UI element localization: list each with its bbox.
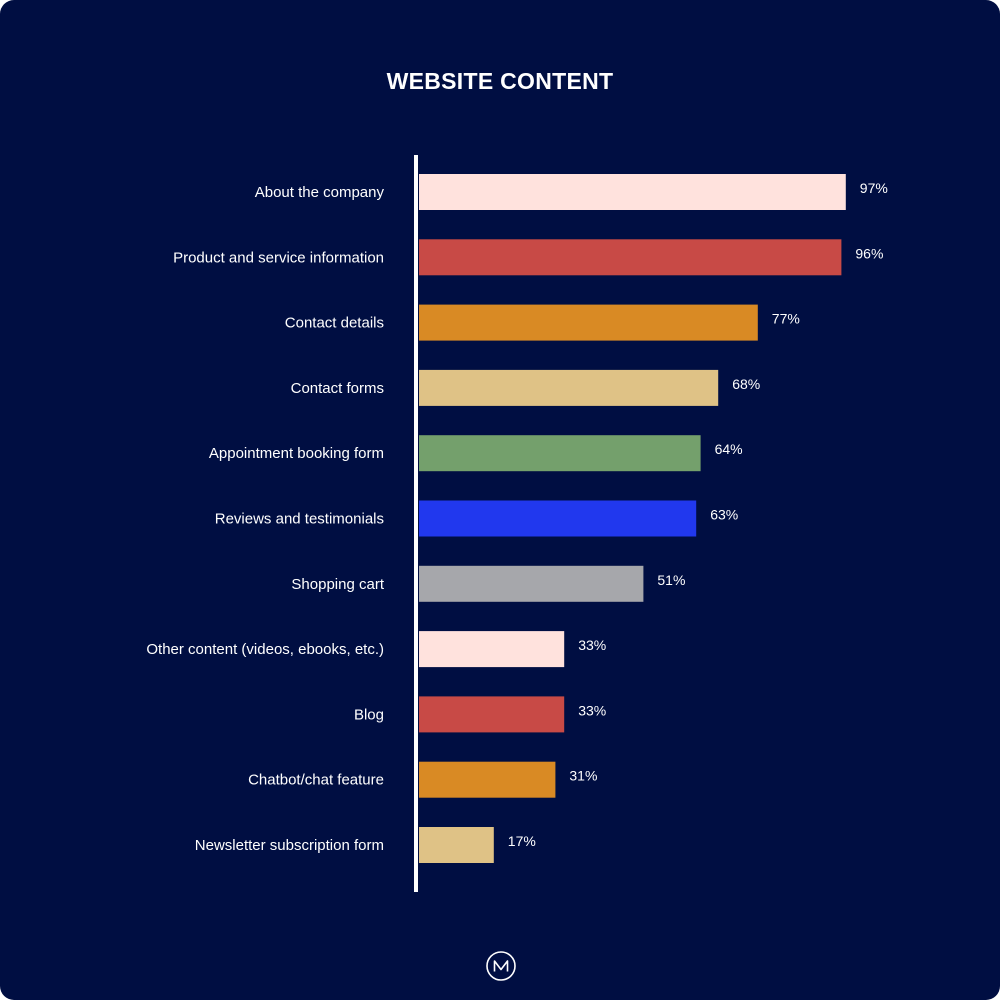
- value-label: 96%: [855, 245, 883, 261]
- bar: [419, 369, 719, 406]
- bar: [419, 500, 697, 537]
- category-label: About the company: [255, 184, 385, 201]
- category-label: Other content (videos, ebooks, etc.): [146, 641, 384, 658]
- category-label: Blog: [354, 706, 384, 723]
- value-label: 97%: [860, 180, 888, 196]
- nm-monogram-icon: [486, 951, 516, 981]
- value-label: 68%: [732, 376, 760, 392]
- category-label: Newsletter subscription form: [195, 837, 384, 854]
- value-label: 33%: [578, 702, 606, 718]
- value-label: 51%: [657, 572, 685, 588]
- category-label: Contact details: [285, 315, 384, 332]
- bar: [419, 239, 842, 276]
- bar: [419, 174, 846, 210]
- bar: [419, 761, 556, 798]
- category-label: Appointment booking form: [209, 445, 384, 462]
- bar: [419, 304, 758, 341]
- value-label: 64%: [715, 441, 743, 457]
- bar: [419, 631, 565, 668]
- value-label: 17%: [508, 833, 536, 849]
- chart-title: WEBSITE CONTENT: [386, 68, 614, 94]
- value-label: 31%: [569, 768, 597, 784]
- value-label: 33%: [578, 637, 606, 653]
- category-label: Chatbot/chat feature: [248, 772, 384, 789]
- category-label: Shopping cart: [291, 576, 384, 593]
- bar: [419, 696, 565, 733]
- value-label: 77%: [772, 311, 800, 327]
- bar: [419, 565, 644, 602]
- bar: [419, 435, 701, 472]
- category-label: Reviews and testimonials: [215, 511, 384, 528]
- category-label: Product and service information: [173, 249, 384, 266]
- category-label: Contact forms: [291, 380, 384, 397]
- value-label: 63%: [710, 507, 738, 523]
- bar: [419, 827, 494, 863]
